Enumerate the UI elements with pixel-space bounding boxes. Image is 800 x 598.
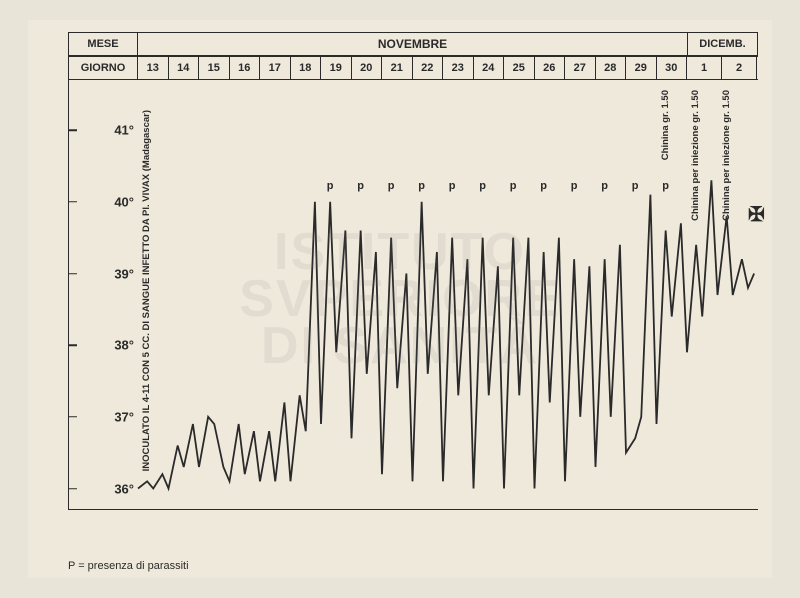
chart-frame: MESE NOVEMBRE DICEMB. GIORNO 13141516171… bbox=[28, 20, 772, 578]
day-cell: 26 bbox=[535, 57, 566, 79]
p-marker: p bbox=[571, 180, 578, 192]
day-cell: 28 bbox=[596, 57, 627, 79]
month-dec: DICEMB. bbox=[688, 33, 758, 55]
p-marker: p bbox=[479, 180, 486, 192]
p-marker: p bbox=[418, 180, 425, 192]
chinina-note-30: Chinina gr. 1.50 bbox=[660, 90, 671, 160]
day-cell: 1 bbox=[687, 57, 722, 79]
day-cell: 22 bbox=[413, 57, 444, 79]
day-cell: 17 bbox=[260, 57, 291, 79]
temperature-polyline bbox=[138, 180, 754, 488]
p-marker: p bbox=[601, 180, 608, 192]
day-cell: 18 bbox=[291, 57, 322, 79]
day-cell: 24 bbox=[474, 57, 505, 79]
day-cell: 27 bbox=[565, 57, 596, 79]
p-marker: p bbox=[357, 180, 364, 192]
day-cell: 30 bbox=[657, 57, 688, 79]
p-marker: p bbox=[388, 180, 395, 192]
month-nov: NOVEMBRE bbox=[138, 33, 688, 55]
day-cell: 16 bbox=[230, 57, 261, 79]
chart-area: MESE NOVEMBRE DICEMB. GIORNO 13141516171… bbox=[68, 32, 758, 542]
p-marker: p bbox=[510, 180, 517, 192]
day-cell: 20 bbox=[352, 57, 383, 79]
day-cell: 2 bbox=[722, 57, 757, 79]
month-header-row: MESE NOVEMBRE DICEMB. bbox=[68, 32, 758, 56]
day-cell: 23 bbox=[443, 57, 474, 79]
p-marker: p bbox=[327, 180, 334, 192]
temperature-line bbox=[68, 80, 758, 510]
day-cell: 19 bbox=[321, 57, 352, 79]
p-marker: p bbox=[662, 180, 669, 192]
p-marker: p bbox=[632, 180, 639, 192]
day-header-row: GIORNO 131415161718192021222324252627282… bbox=[68, 56, 758, 80]
plot-area: 36°37°38°39°40°41° INOCULATO IL 4-11 CON… bbox=[68, 80, 758, 510]
day-cell: 21 bbox=[382, 57, 413, 79]
day-cell: 13 bbox=[138, 57, 169, 79]
chinina-note-2: Chinina per iniezione gr. 1.50 bbox=[721, 90, 732, 221]
day-cell: 25 bbox=[504, 57, 535, 79]
day-cell: 14 bbox=[169, 57, 200, 79]
mese-label: MESE bbox=[68, 33, 138, 55]
p-marker: p bbox=[540, 180, 547, 192]
death-cross-icon: ✠ bbox=[748, 202, 765, 227]
day-cell: 29 bbox=[626, 57, 657, 79]
giorno-label: GIORNO bbox=[68, 57, 138, 79]
day-cell: 15 bbox=[199, 57, 230, 79]
chinina-note-1: Chinina per iniezione gr. 1.50 bbox=[690, 90, 701, 221]
p-marker: p bbox=[449, 180, 456, 192]
inoculation-note: INOCULATO IL 4-11 CON 5 CC. DI SANGUE IN… bbox=[141, 110, 152, 471]
footnote: P = presenza di parassiti bbox=[68, 560, 189, 572]
